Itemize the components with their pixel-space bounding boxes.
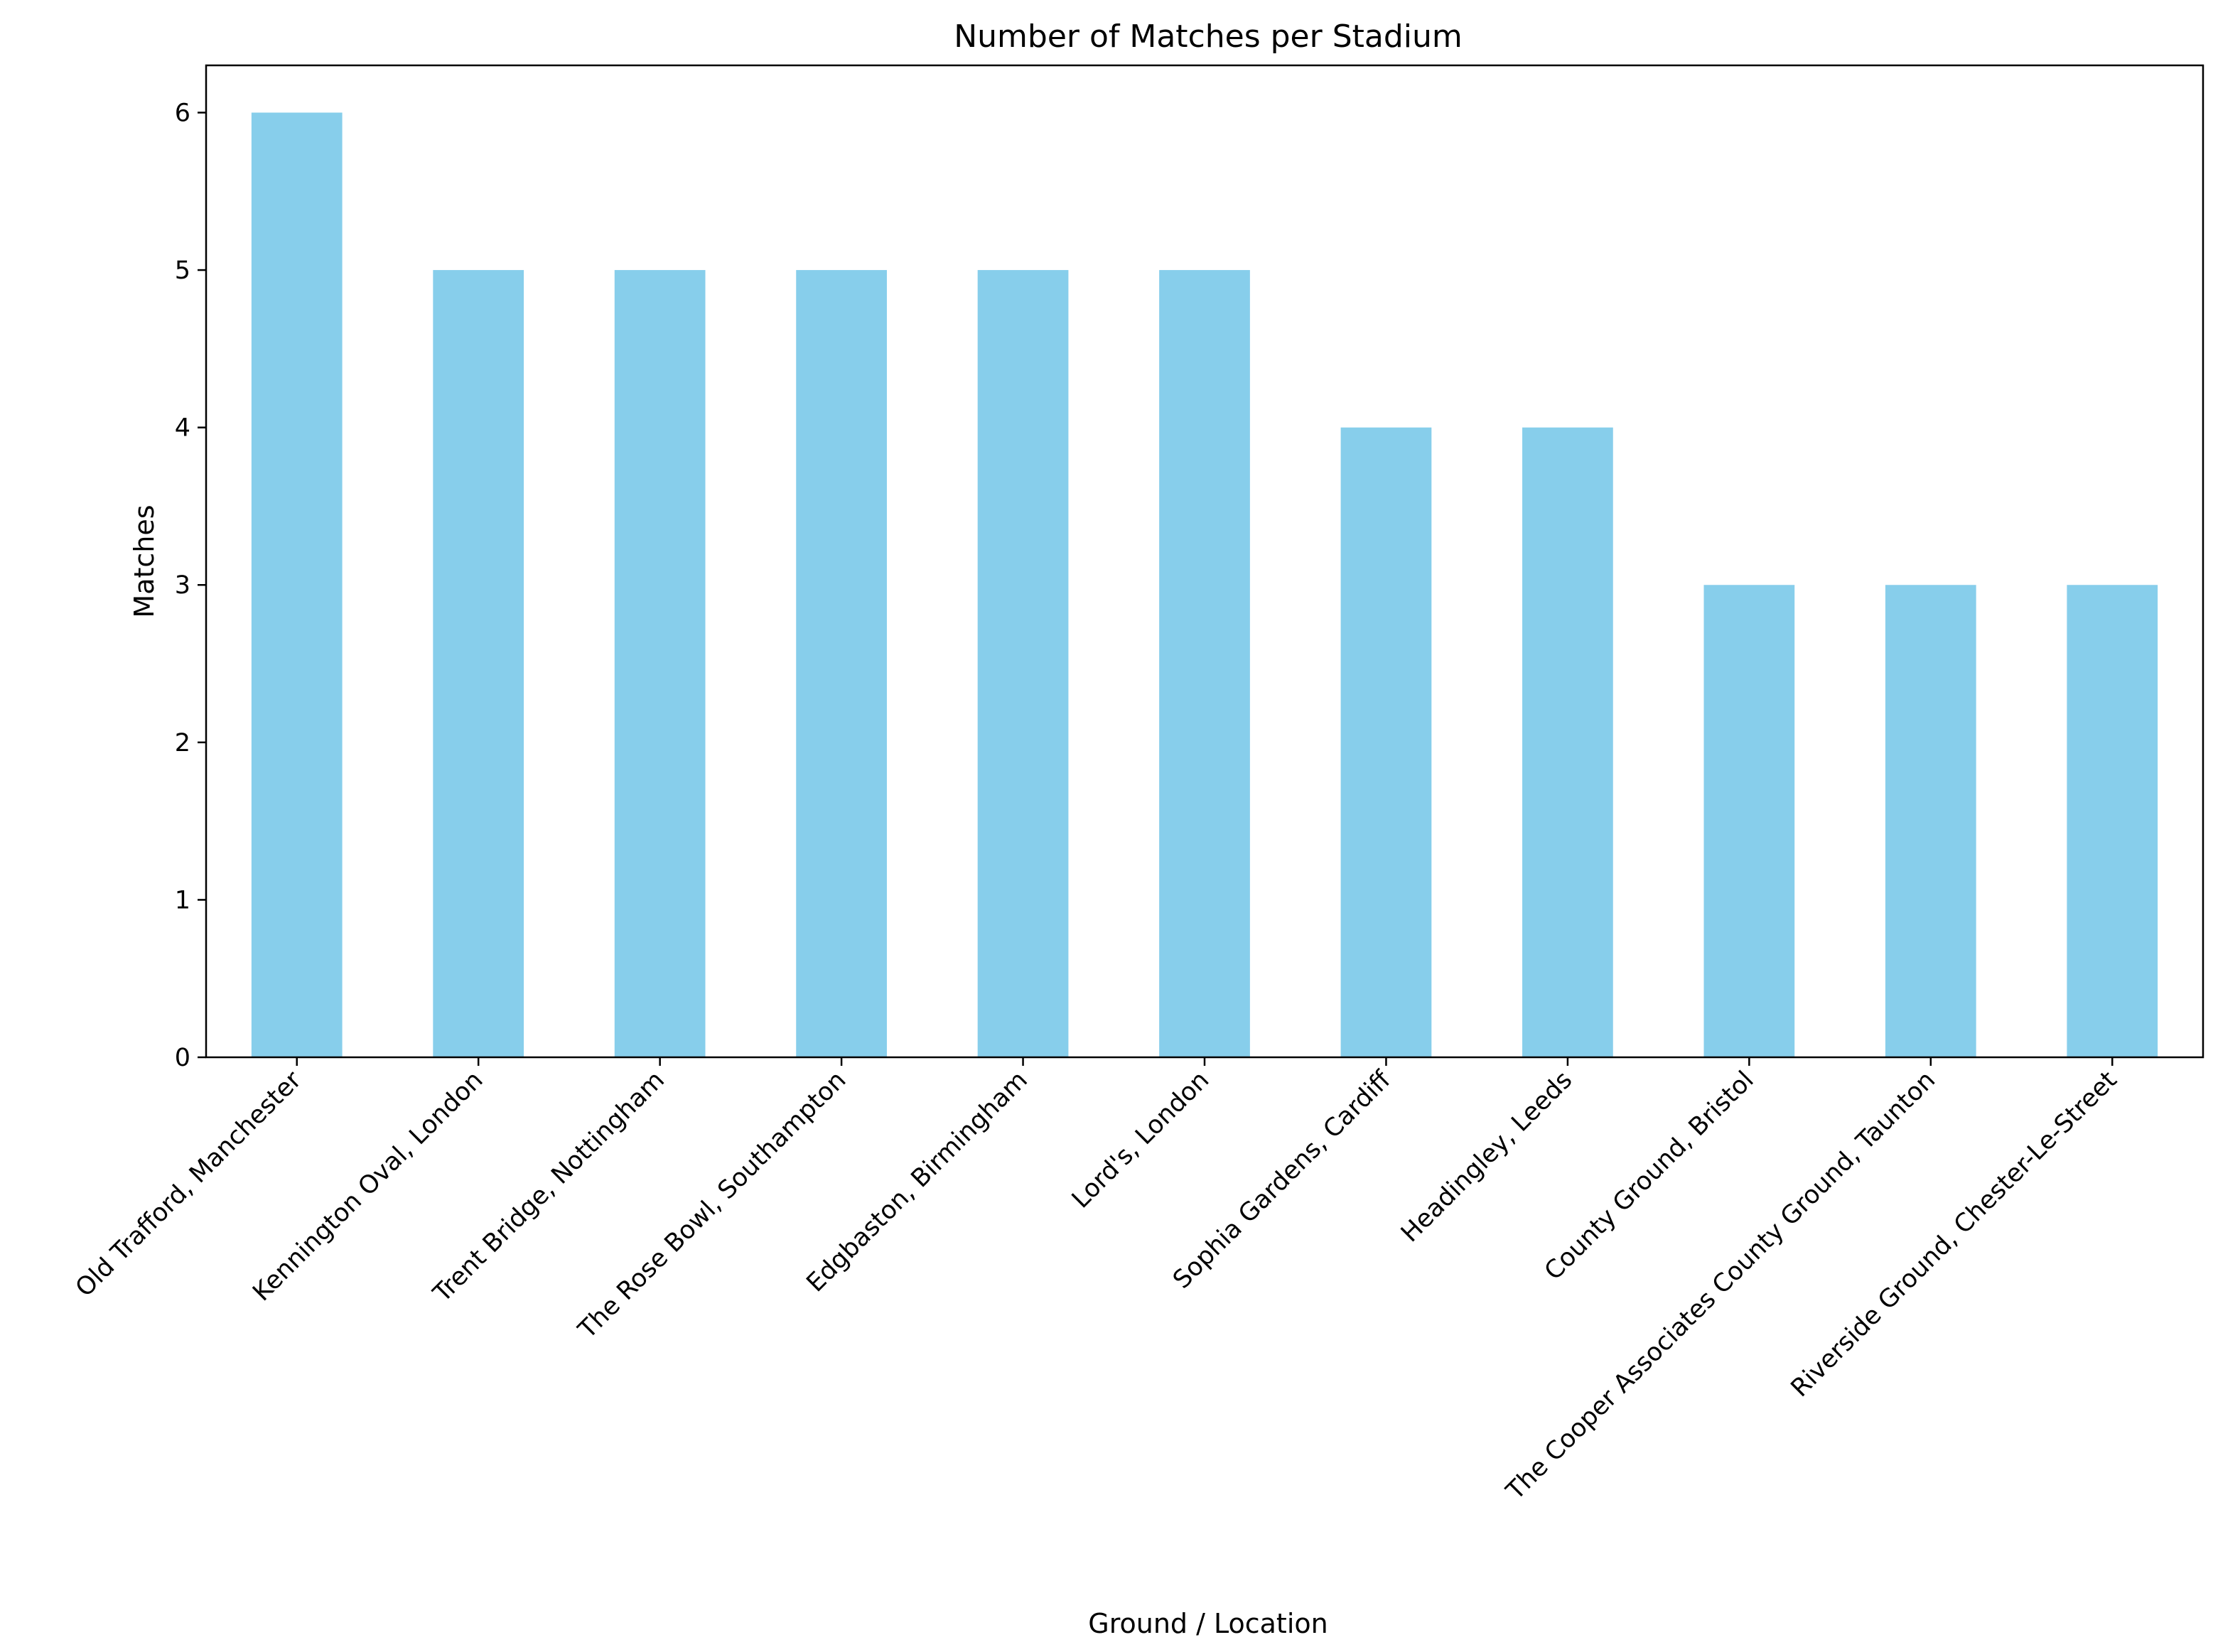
y-tick-label: 2 bbox=[175, 729, 190, 757]
x-axis-label: Ground / Location bbox=[1088, 1608, 1328, 1639]
bar bbox=[251, 112, 343, 1057]
bar bbox=[1703, 585, 1795, 1057]
bar bbox=[433, 270, 524, 1058]
bar bbox=[1340, 427, 1432, 1057]
y-tick-label: 6 bbox=[175, 99, 190, 127]
y-axis-label: Matches bbox=[129, 504, 160, 617]
bar bbox=[1159, 270, 1250, 1058]
y-tick-label: 3 bbox=[175, 571, 190, 600]
bar bbox=[977, 270, 1069, 1058]
bar bbox=[1522, 427, 1613, 1057]
chart-title: Number of Matches per Stadium bbox=[954, 18, 1463, 55]
bar bbox=[614, 270, 706, 1058]
y-axis: 0 1 2 3 4 5 6 bbox=[175, 99, 206, 1072]
y-tick-label: 5 bbox=[175, 257, 190, 285]
y-tick-label: 4 bbox=[175, 414, 190, 443]
y-tick-label: 0 bbox=[175, 1044, 190, 1072]
bar bbox=[1885, 585, 1976, 1057]
bar bbox=[796, 270, 887, 1058]
bar bbox=[2067, 585, 2158, 1057]
bars-layer bbox=[251, 112, 2158, 1058]
y-tick-label: 1 bbox=[175, 886, 190, 914]
